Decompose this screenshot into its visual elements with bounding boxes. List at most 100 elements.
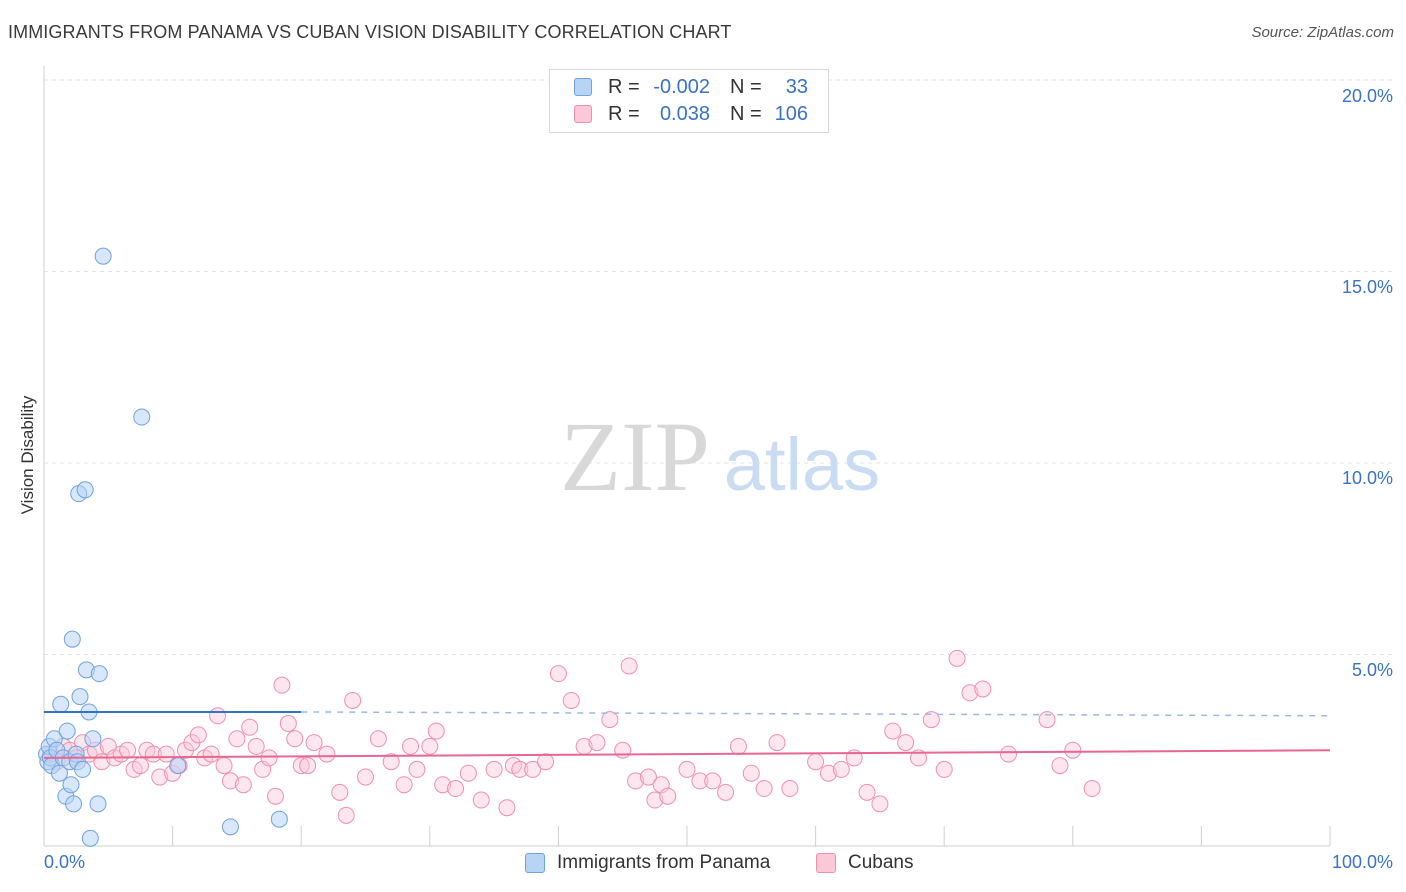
point-cubans bbox=[742, 764, 760, 782]
point-cubans bbox=[402, 737, 420, 755]
point-panama bbox=[76, 481, 94, 499]
point-cubans bbox=[131, 757, 149, 775]
legend-r-value-panama: -0.002 bbox=[653, 75, 710, 98]
point-cubans bbox=[768, 734, 786, 752]
point-cubans bbox=[1000, 745, 1017, 763]
point-cubans bbox=[447, 780, 465, 798]
series-legend-label-panama: Immigrants from Panama bbox=[557, 852, 771, 873]
y-tick-label-20: 20.0% bbox=[1341, 86, 1393, 106]
point-cubans bbox=[858, 783, 876, 801]
point-cubans bbox=[974, 680, 992, 698]
point-panama bbox=[169, 757, 187, 775]
point-cubans bbox=[935, 760, 953, 778]
point-cubans bbox=[948, 649, 966, 667]
point-panama bbox=[71, 688, 89, 706]
point-cubans bbox=[292, 757, 310, 775]
point-panama bbox=[94, 247, 112, 265]
point-panama bbox=[221, 818, 239, 836]
point-cubans bbox=[717, 783, 735, 801]
point-cubans bbox=[241, 718, 259, 736]
point-cubans bbox=[266, 787, 284, 805]
point-cubans bbox=[382, 753, 400, 771]
point-cubans bbox=[247, 737, 265, 755]
point-panama bbox=[63, 630, 81, 648]
point-cubans bbox=[537, 753, 555, 771]
point-cubans bbox=[524, 760, 542, 778]
legend-row-panama: R = -0.002 N = 33 bbox=[574, 75, 808, 99]
legend-n-value-panama: 33 bbox=[785, 75, 808, 98]
point-panama bbox=[62, 776, 80, 794]
legend-row-cubans: R = 0.038 N = 106 bbox=[574, 102, 808, 126]
point-cubans bbox=[627, 772, 645, 790]
point-cubans bbox=[299, 757, 317, 775]
y-tick-label-5: 5.0% bbox=[1351, 660, 1393, 680]
legend-n-label: N = bbox=[730, 102, 762, 125]
point-cubans bbox=[485, 760, 503, 778]
point-cubans bbox=[209, 707, 227, 725]
point-cubans bbox=[832, 760, 850, 778]
point-cubans bbox=[909, 749, 927, 767]
legend-swatch-panama bbox=[574, 78, 592, 96]
point-cubans bbox=[729, 737, 747, 755]
trendline-panama-extension bbox=[301, 711, 1331, 717]
point-cubans bbox=[704, 772, 722, 790]
point-cubans bbox=[119, 741, 137, 759]
point-cubans bbox=[601, 711, 619, 729]
point-cubans bbox=[357, 768, 374, 786]
point-panama bbox=[90, 665, 108, 683]
legend-r-value-cubans: 0.038 bbox=[659, 102, 710, 125]
x-tick-label-max: 100.0% bbox=[1331, 852, 1393, 872]
point-cubans bbox=[151, 768, 169, 786]
y-tick-label-15: 15.0% bbox=[1341, 277, 1393, 297]
point-panama bbox=[133, 408, 151, 426]
point-cubans bbox=[395, 776, 413, 794]
point-panama bbox=[270, 810, 288, 828]
point-panama bbox=[52, 695, 70, 713]
point-cubans bbox=[871, 795, 889, 813]
point-cubans bbox=[922, 711, 940, 729]
point-cubans bbox=[331, 783, 349, 801]
point-cubans bbox=[884, 722, 902, 740]
point-cubans bbox=[755, 780, 773, 798]
legend-r-label: R = bbox=[608, 102, 640, 125]
chart-title: IMMIGRANTS FROM PANAMA VS CUBAN VISION D… bbox=[8, 22, 732, 42]
series-legend-label-cubans: Cubans bbox=[848, 852, 914, 873]
point-cubans bbox=[1051, 757, 1069, 775]
point-cubans bbox=[434, 776, 452, 794]
point-cubans bbox=[1064, 741, 1082, 759]
point-cubans bbox=[318, 745, 336, 763]
watermark-zip: ZIP bbox=[560, 401, 710, 512]
point-cubans bbox=[286, 730, 304, 748]
legend-n-label: N = bbox=[730, 75, 762, 98]
series-legend-item-panama[interactable]: Immigrants from Panama bbox=[525, 852, 770, 874]
point-cubans bbox=[421, 737, 439, 755]
point-cubans bbox=[961, 684, 979, 702]
point-cubans bbox=[498, 799, 516, 817]
point-cubans bbox=[305, 734, 323, 752]
point-cubans bbox=[189, 726, 207, 744]
point-cubans bbox=[562, 691, 580, 709]
trendline-cubans bbox=[43, 749, 1331, 759]
point-cubans bbox=[678, 760, 696, 778]
legend-swatch-cubans bbox=[574, 105, 592, 123]
point-panama bbox=[81, 829, 99, 847]
legend-n-value-cubans: 106 bbox=[774, 102, 808, 125]
point-panama bbox=[74, 760, 92, 778]
x-tick-label-min: 0.0% bbox=[44, 852, 86, 872]
series-legend-swatch-cubans bbox=[816, 853, 836, 873]
point-cubans bbox=[279, 714, 297, 732]
point-cubans bbox=[614, 741, 632, 759]
series-legend-swatch-panama bbox=[525, 853, 545, 873]
point-cubans bbox=[408, 760, 426, 778]
series-legend-item-cubans[interactable]: Cubans bbox=[816, 852, 914, 874]
point-cubans bbox=[1083, 780, 1101, 798]
point-panama bbox=[84, 730, 102, 748]
point-cubans bbox=[427, 722, 445, 740]
point-panama bbox=[65, 795, 83, 813]
point-cubans bbox=[691, 772, 709, 790]
point-cubans bbox=[549, 665, 567, 683]
source-credit: Source: ZipAtlas.com bbox=[1251, 24, 1394, 41]
point-cubans bbox=[807, 753, 825, 771]
point-cubans bbox=[234, 776, 252, 794]
